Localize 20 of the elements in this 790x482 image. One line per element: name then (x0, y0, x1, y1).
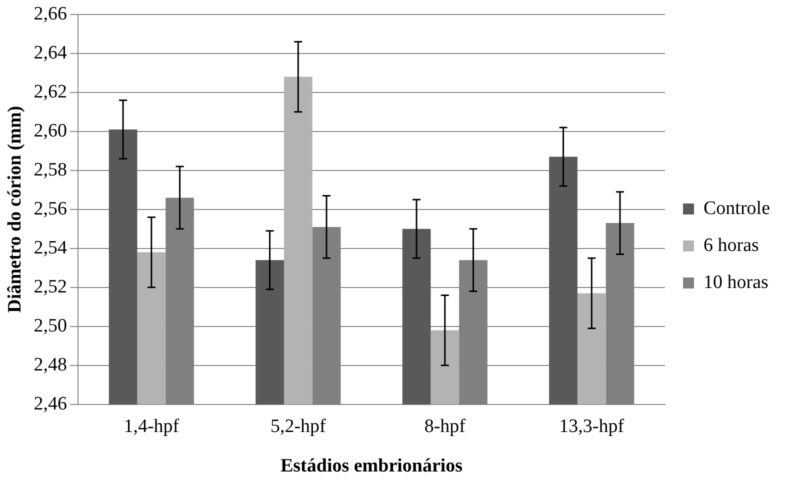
y-tick-label: 2,62 (34, 81, 68, 102)
y-tick-label: 2,56 (34, 198, 68, 220)
x-tick-label: 8-hpf (424, 416, 466, 437)
x-axis-title: Estádios embrionários (280, 456, 463, 477)
y-axis-title: Diâmetro do córion (mm) (4, 106, 26, 313)
y-tick-label: 2,54 (34, 237, 68, 258)
y-tick-label: 2,66 (34, 3, 68, 24)
x-tick-label: 1,4-hpf (124, 416, 180, 437)
y-tick-label: 2,46 (34, 393, 68, 414)
legend-label: 10 horas (704, 272, 768, 293)
y-tick-label: 2,64 (34, 42, 68, 64)
x-tick-label: 13,3-hpf (559, 416, 625, 437)
y-tick-label: 2,60 (34, 120, 68, 142)
x-tick-label: 5,2-hpf (270, 416, 327, 437)
legend-label: Controle (704, 198, 770, 219)
y-tick-label: 2,48 (34, 354, 68, 376)
y-tick-label: 2,52 (34, 276, 68, 298)
y-tick-label: 2,58 (34, 159, 68, 180)
y-tick-label: 2,50 (34, 315, 68, 336)
legend-label: 6 horas (704, 234, 759, 256)
